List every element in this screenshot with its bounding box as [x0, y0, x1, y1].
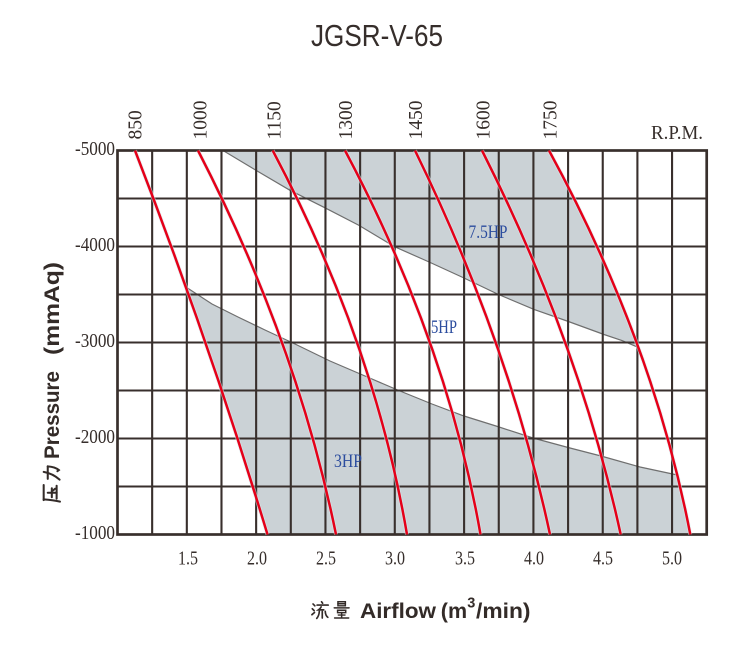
svg-text:1.5: 1.5 — [178, 549, 198, 570]
svg-text:1000: 1000 — [191, 101, 212, 140]
svg-text:JGSR-V-65: JGSR-V-65 — [311, 18, 443, 53]
svg-text:/min): /min) — [476, 599, 531, 623]
svg-text:1450: 1450 — [406, 101, 427, 140]
svg-text:1600: 1600 — [474, 101, 495, 140]
svg-text:2.0: 2.0 — [247, 549, 267, 570]
svg-text:(m: (m — [441, 599, 467, 623]
svg-text:1750: 1750 — [541, 101, 562, 140]
svg-text:3: 3 — [467, 596, 475, 612]
svg-text:R.P.M.: R.P.M. — [651, 122, 703, 144]
svg-text:3HP: 3HP — [334, 451, 362, 472]
svg-text:1150: 1150 — [265, 101, 286, 139]
svg-text:(mmAq): (mmAq) — [40, 262, 64, 355]
svg-text:-1000: -1000 — [75, 523, 115, 544]
svg-text:4.5: 4.5 — [593, 549, 613, 570]
svg-text:850: 850 — [126, 110, 147, 139]
svg-text:Airflow: Airflow — [360, 599, 436, 623]
svg-text:2.5: 2.5 — [316, 549, 336, 570]
svg-text:7.5HP: 7.5HP — [469, 222, 508, 243]
svg-text:-4000: -4000 — [75, 235, 115, 256]
svg-text:3.0: 3.0 — [385, 549, 405, 570]
svg-text:3.5: 3.5 — [455, 549, 475, 570]
svg-text:1300: 1300 — [336, 101, 357, 140]
svg-text:-5000: -5000 — [75, 139, 115, 160]
svg-text:Pressure: Pressure — [40, 371, 64, 459]
svg-text:5.0: 5.0 — [662, 549, 682, 570]
svg-text:5HP: 5HP — [431, 317, 457, 338]
svg-text:-3000: -3000 — [75, 331, 115, 352]
svg-text:-2000: -2000 — [75, 427, 115, 448]
svg-text:4.0: 4.0 — [524, 549, 544, 570]
